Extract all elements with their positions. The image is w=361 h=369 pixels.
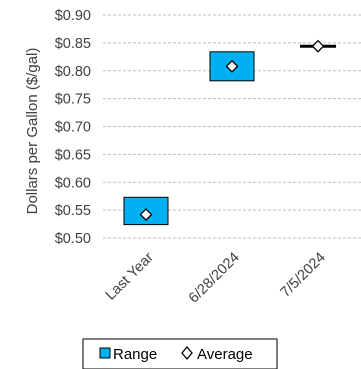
y-tick-label: $0.80 [55,64,91,80]
y-tick-label: $0.60 [55,175,91,191]
y-tick-label: $0.70 [55,120,91,136]
y-tick-label: $0.50 [55,231,91,247]
category-labels: Last Year 6/28/2024 7/5/2024 [103,249,329,306]
range-bars [123,44,336,226]
legend-average-label: Average [197,346,253,363]
category-label: 6/28/2024 [186,250,243,307]
y-axis-title: Dollars per Gallon ($/gal) [24,48,41,215]
y-tick-label: $0.85 [55,36,91,52]
legend-range-swatch [99,347,111,359]
y-tick-labels: $0.50 $0.55 $0.60 $0.65 $0.70 $0.75 $0.80 $0.85… [55,8,91,247]
average-marker [225,59,239,73]
y-tick-label: $0.65 [55,147,91,163]
legend-average-marker [181,345,193,361]
category-label: Last Year [103,249,157,303]
category-label: 7/5/2024 [278,250,329,301]
y-tick-label: $0.90 [55,8,91,24]
average-marker [311,39,325,53]
legend-range-label: Range [113,346,157,363]
y-tick-label: $0.55 [55,203,91,219]
average-markers [139,39,325,222]
average-marker [139,208,153,222]
legend-frame [82,338,278,369]
y-tick-label: $0.75 [55,92,91,108]
legend: Range Average [82,338,278,369]
